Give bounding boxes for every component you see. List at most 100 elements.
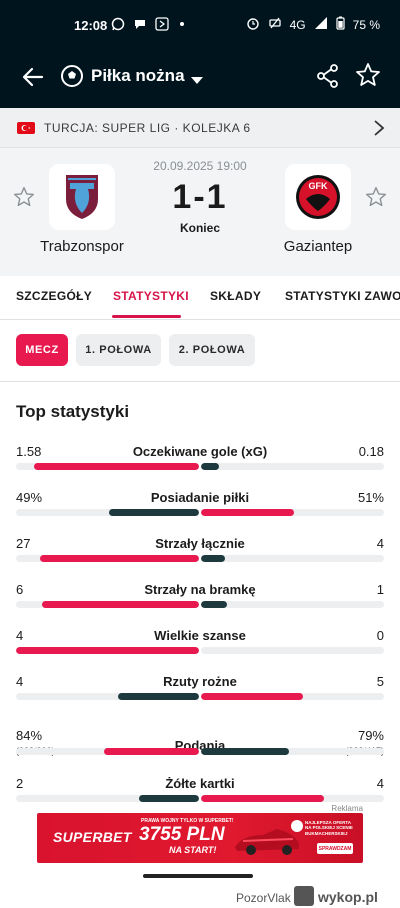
stat-home-bar-track [16, 509, 199, 516]
stat-away-bar-track [201, 795, 384, 802]
stat-home-bar-track [16, 795, 199, 802]
whatsapp-icon [111, 17, 125, 34]
stat-away-bar [201, 748, 289, 755]
stat-away-bar [201, 555, 225, 562]
svg-text:GFK: GFK [309, 181, 328, 191]
period-chip-1-polowa[interactable]: 1. POŁOWA [76, 334, 161, 366]
football-icon [60, 64, 84, 88]
stat-away-bar-track [201, 693, 384, 700]
home-team-logo[interactable] [49, 164, 115, 230]
trabzonspor-crest-icon [66, 175, 98, 219]
away-favorite-star-icon[interactable] [365, 186, 387, 208]
stat-home-value: 1.58 [16, 444, 42, 459]
stat-away-bar [201, 463, 220, 470]
competition-name: TURCJA: SUPER LIG · KOLEJKA 6 [44, 121, 251, 135]
stat-away-bar-track [201, 509, 384, 516]
home-indicator[interactable] [143, 874, 253, 878]
sport-title[interactable]: Piłka nożna [91, 66, 185, 85]
status-time: 12:08 [74, 18, 108, 33]
signal-icon [314, 16, 328, 33]
stat-home-bar-track [16, 693, 199, 700]
stat-away-bar-track [201, 555, 384, 562]
share-icon[interactable] [315, 63, 341, 89]
stat-home-bar-track [16, 555, 199, 562]
turkey-flag-icon [17, 122, 35, 134]
stat-home-bar [103, 748, 199, 755]
tab-szczegoly[interactable]: SZCZEGÓŁY [16, 289, 93, 303]
tab-sklady[interactable]: SKŁADY [210, 289, 262, 303]
competition-bar[interactable]: TURCJA: SUPER LIG · KOLEJKA 6 [0, 108, 400, 148]
stat-away-bar-track [201, 601, 384, 608]
away-team-logo[interactable]: GFK [285, 164, 351, 230]
wykop-logo-icon [294, 886, 314, 906]
stat-row: 4 Wielkie szanse 0 [0, 628, 400, 674]
ad-top-text: PRAWA WOJNY TYLKO W SUPERBET! [141, 818, 234, 824]
stat-home-bar [41, 601, 199, 608]
active-tab-indicator [112, 315, 181, 318]
stat-home-value: 2 [16, 776, 24, 791]
back-arrow-icon[interactable] [20, 64, 46, 90]
period-selector: MECZ 1. POŁOWA 2. POŁOWA [0, 320, 400, 382]
favorite-star-icon[interactable] [355, 62, 381, 88]
stat-away-value: 1 [376, 582, 384, 597]
stat-away-bar [201, 795, 324, 802]
chevron-right-icon [372, 119, 386, 137]
stat-label: Rzuty rożne [163, 674, 237, 689]
stat-home-bar [39, 555, 199, 562]
watermark-strip [0, 883, 400, 908]
ad-cta-button[interactable]: SPRAWDZAM [317, 843, 353, 854]
stat-row: 49% Posiadanie piłki 51% [0, 490, 400, 536]
stat-away-bar [201, 601, 227, 608]
app-icon [155, 17, 169, 34]
dot-icon [177, 17, 187, 34]
stat-home-bar-track [16, 647, 199, 654]
period-chip-mecz[interactable]: MECZ [16, 334, 68, 366]
ad-amount: 3755 PLN [139, 824, 225, 845]
home-team-name[interactable]: Trabzonspor [40, 238, 124, 255]
stat-home-value: 4 [16, 674, 24, 689]
chat-icon [133, 17, 147, 34]
battery-icon [336, 16, 345, 33]
stat-home-value: 49% [16, 490, 43, 505]
stat-home-bar-track [16, 748, 199, 755]
alarm-icon [246, 16, 260, 33]
stat-row: 6 Strzały na bramkę 1 [0, 582, 400, 628]
home-favorite-star-icon[interactable] [13, 186, 35, 208]
stat-home-bar [16, 647, 199, 654]
stat-away-bar-track [201, 463, 384, 470]
stat-home-value: 6 [16, 582, 24, 597]
stat-label: Żółte kartki [165, 776, 235, 791]
stat-home-bar [118, 693, 199, 700]
watermark-site: wykop.pl [318, 889, 378, 905]
stat-away-value: 0 [376, 628, 384, 643]
stat-away-bar-track [201, 748, 384, 755]
watermark-user: PozorVlak z [236, 891, 300, 905]
stat-home-bar-track [16, 601, 199, 608]
match-datetime: 20.09.2025 19:00 [153, 159, 247, 173]
tab-statystyki-zawodnikow[interactable]: STATYSTYKI ZAWODNIKÓW [285, 289, 400, 303]
notification-icons [111, 17, 187, 34]
stat-away-value: 51% [357, 490, 384, 505]
status-bar: 12:08 4G [0, 0, 400, 50]
stat-away-value: 4 [376, 536, 384, 551]
stat-label: Wielkie szanse [154, 628, 246, 643]
dropdown-caret-icon[interactable] [191, 72, 203, 90]
stat-away-value: 79% [357, 728, 384, 743]
tab-statystyki[interactable]: STATYSTYKI [113, 289, 189, 303]
stat-away-bar-track [201, 647, 384, 654]
ad-tagline: NA START! [169, 845, 217, 855]
stat-label: Oczekiwane gole (xG) [132, 444, 268, 459]
stat-home-value: 27 [16, 536, 31, 551]
match-tabs: SZCZEGÓŁY STATYSTYKI SKŁADY STATYSTYKI Z… [0, 276, 400, 320]
stat-row: 27 Strzały łącznie 4 [0, 536, 400, 582]
period-chip-2-polowa[interactable]: 2. POŁOWA [169, 334, 255, 366]
ad-banner[interactable]: SUPERBET PRAWA WOJNY TYLKO W SUPERBET! 3… [37, 813, 363, 863]
stat-row: 1.58 Oczekiwane gole (xG) 0.18 [0, 444, 400, 490]
stat-home-value: 4 [16, 628, 24, 643]
ad-brand: SUPERBET [53, 829, 132, 845]
stat-home-bar [138, 795, 199, 802]
away-team-name[interactable]: Gaziantep [283, 238, 353, 255]
ad-right-text: NAJLEPSZA OFERTA NA POLSKIEJ SCENIE BUKM… [305, 820, 353, 836]
stat-row: 4 Rzuty rożne 5 [0, 674, 400, 720]
